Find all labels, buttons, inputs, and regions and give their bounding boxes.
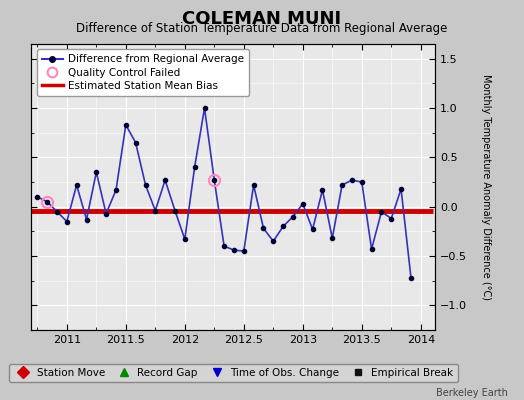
Text: Berkeley Earth: Berkeley Earth xyxy=(436,388,508,398)
Legend: Station Move, Record Gap, Time of Obs. Change, Empirical Break: Station Move, Record Gap, Time of Obs. C… xyxy=(9,364,457,382)
Text: COLEMAN MUNI: COLEMAN MUNI xyxy=(182,10,342,28)
Text: Difference of Station Temperature Data from Regional Average: Difference of Station Temperature Data f… xyxy=(77,22,447,35)
Y-axis label: Monthly Temperature Anomaly Difference (°C): Monthly Temperature Anomaly Difference (… xyxy=(481,74,490,300)
